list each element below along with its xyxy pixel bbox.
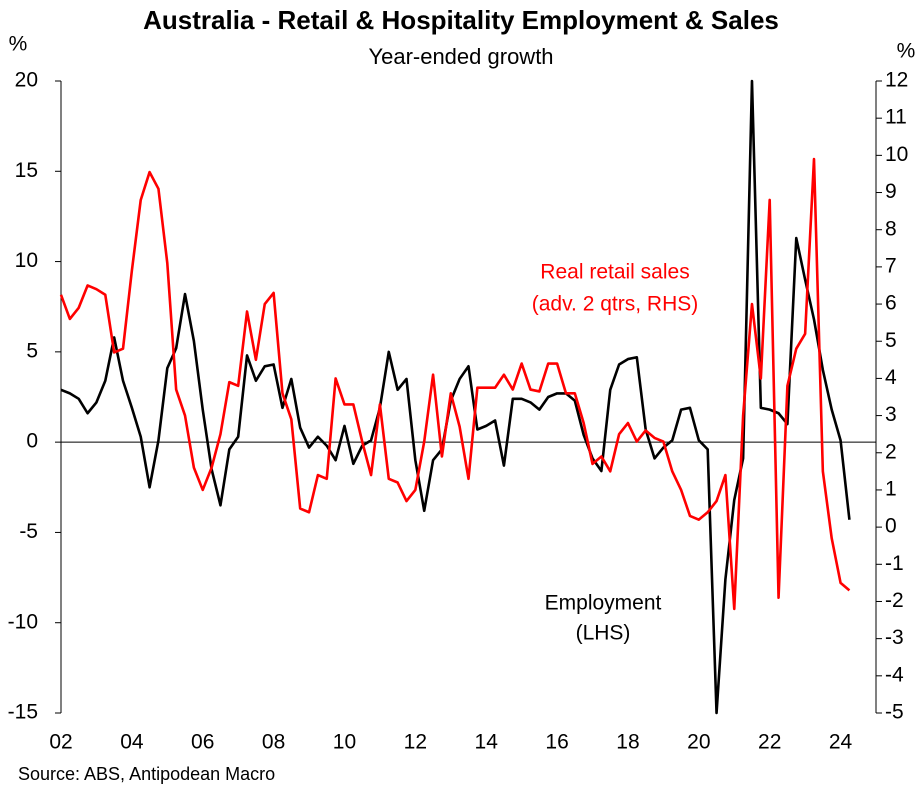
y-tick-label: -15 (8, 701, 38, 724)
y2-tick-label: -2 (885, 589, 904, 612)
y-tick-label: 5 (26, 339, 38, 362)
y-tick-label: 10 (15, 249, 38, 272)
x-tick-label: 12 (404, 731, 427, 754)
y2-tick-label: 2 (885, 440, 897, 463)
series-line (60, 79, 851, 715)
y2-tick-label: 12 (885, 69, 908, 92)
y2-tick-label: 8 (885, 217, 897, 240)
y2-tick-label: 11 (885, 106, 907, 129)
x-tick-label: 06 (191, 731, 214, 754)
x-tick-label: 02 (49, 731, 72, 754)
y2-tick-label: 0 (885, 515, 897, 538)
y2-tick-label: 10 (885, 143, 908, 166)
y-unit: % (9, 33, 28, 56)
x-tick-label: 24 (829, 731, 853, 754)
x-tick-label: 04 (120, 731, 144, 754)
y2-tick-label: -1 (885, 552, 904, 575)
y2-tick-label: 9 (885, 180, 897, 203)
x-tick-label: 14 (475, 731, 499, 754)
annotation: (adv. 2 qtrs, RHS) (532, 293, 698, 316)
x-tick-label: 18 (616, 731, 639, 754)
y2-tick-label: 7 (885, 254, 897, 277)
annotation: Real retail sales (540, 261, 689, 284)
y-tick-label: 20 (15, 69, 38, 92)
y2-tick-label: 5 (885, 329, 897, 352)
chart-subtitle: Year-ended growth (368, 44, 553, 69)
y2-tick-label: -5 (885, 701, 904, 724)
x-tick-label: 16 (545, 731, 568, 754)
chart-title: Australia - Retail & Hospitality Employm… (143, 5, 779, 35)
y2-tick-label: 3 (885, 403, 897, 426)
y2-tick-label: -4 (885, 663, 904, 686)
y-tick-label: -10 (8, 610, 38, 633)
y2-tick-label: 1 (885, 477, 897, 500)
x-tick-label: 22 (758, 731, 781, 754)
y2-tick-label: -3 (885, 626, 904, 649)
y2-tick-label: 6 (885, 292, 897, 315)
y2-tick-label: 4 (885, 366, 897, 389)
y-tick-label: 0 (26, 430, 38, 453)
x-tick-label: 08 (262, 731, 285, 754)
source: Source: ABS, Antipodean Macro (18, 764, 275, 784)
y-tick-label: -5 (19, 520, 38, 543)
series-line (59, 157, 851, 611)
y-tick-label: 15 (15, 159, 38, 182)
x-tick-label: 10 (333, 731, 356, 754)
annotation: (LHS) (576, 622, 631, 645)
y2-unit: % (897, 40, 916, 63)
annotation: Employment (545, 592, 662, 615)
x-tick-label: 20 (687, 731, 710, 754)
